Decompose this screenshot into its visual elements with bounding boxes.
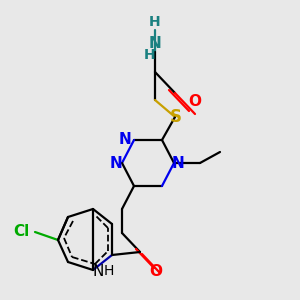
Text: O: O	[188, 94, 202, 109]
Text: N: N	[148, 37, 161, 52]
Text: S: S	[170, 108, 182, 126]
Text: Cl: Cl	[14, 224, 30, 239]
Text: N: N	[172, 155, 185, 170]
Text: N: N	[118, 133, 131, 148]
Text: N: N	[109, 155, 122, 170]
Text: H: H	[143, 48, 155, 62]
Text: H: H	[104, 264, 114, 278]
Text: H: H	[149, 15, 161, 29]
Text: O: O	[149, 263, 163, 278]
Text: N: N	[93, 263, 104, 278]
